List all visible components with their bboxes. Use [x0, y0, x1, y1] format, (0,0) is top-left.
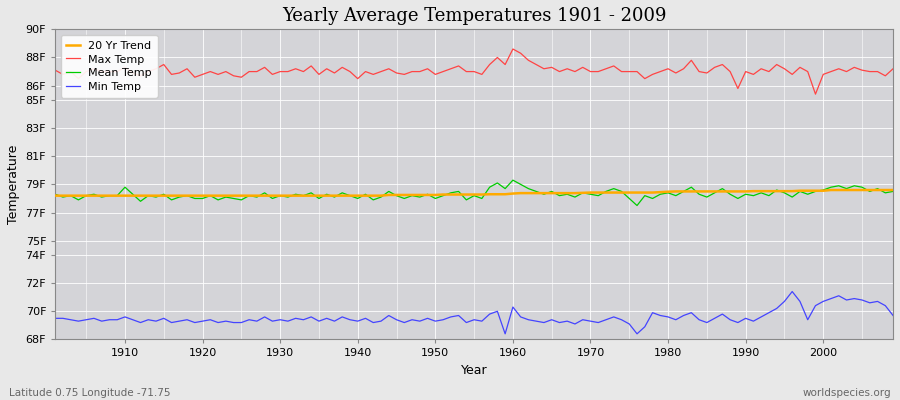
Min Temp — [50, 316, 60, 321]
Mean Temp — [112, 193, 122, 198]
Max Temp — [608, 64, 619, 68]
Text: worldspecies.org: worldspecies.org — [803, 388, 891, 398]
Min Temp — [887, 313, 898, 318]
X-axis label: Year: Year — [461, 364, 488, 377]
Mean Temp — [50, 192, 60, 197]
Mean Temp — [516, 182, 526, 187]
Min Temp — [508, 305, 518, 310]
Max Temp — [887, 66, 898, 71]
Mean Temp — [329, 195, 340, 200]
20 Yr Trend — [329, 193, 340, 198]
20 Yr Trend — [50, 193, 60, 198]
Min Temp — [329, 319, 340, 324]
Legend: 20 Yr Trend, Max Temp, Mean Temp, Min Temp: 20 Yr Trend, Max Temp, Mean Temp, Min Te… — [60, 35, 158, 98]
Line: Mean Temp: Mean Temp — [55, 180, 893, 206]
Mean Temp — [508, 178, 518, 182]
Text: Latitude 0.75 Longitude -71.75: Latitude 0.75 Longitude -71.75 — [9, 388, 170, 398]
Min Temp — [608, 314, 619, 319]
20 Yr Trend — [825, 188, 836, 192]
Min Temp — [516, 314, 526, 319]
20 Yr Trend — [283, 193, 293, 198]
Min Temp — [500, 332, 510, 336]
Mean Temp — [887, 189, 898, 194]
Min Temp — [787, 289, 797, 294]
Max Temp — [810, 92, 821, 96]
20 Yr Trend — [112, 193, 122, 198]
20 Yr Trend — [600, 190, 611, 195]
Mean Temp — [283, 195, 293, 200]
Line: Min Temp: Min Temp — [55, 292, 893, 334]
Max Temp — [500, 62, 510, 67]
Min Temp — [283, 319, 293, 324]
Min Temp — [112, 317, 122, 322]
Max Temp — [516, 51, 526, 56]
20 Yr Trend — [887, 188, 898, 192]
Y-axis label: Temperature: Temperature — [7, 145, 20, 224]
Title: Yearly Average Temperatures 1901 - 2009: Yearly Average Temperatures 1901 - 2009 — [282, 7, 666, 25]
Max Temp — [508, 47, 518, 52]
Max Temp — [112, 69, 122, 74]
Max Temp — [329, 70, 340, 75]
Mean Temp — [632, 203, 643, 208]
20 Yr Trend — [500, 192, 510, 197]
Line: 20 Yr Trend: 20 Yr Trend — [55, 190, 893, 196]
Mean Temp — [608, 186, 619, 191]
Max Temp — [50, 68, 60, 72]
Mean Temp — [500, 186, 510, 191]
Line: Max Temp: Max Temp — [55, 49, 893, 94]
Max Temp — [283, 69, 293, 74]
20 Yr Trend — [508, 191, 518, 196]
